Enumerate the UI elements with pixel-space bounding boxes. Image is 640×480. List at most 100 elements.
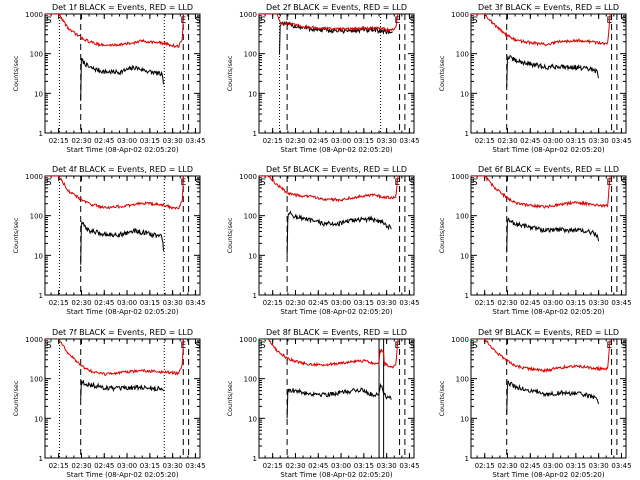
- x-tick-label: 03:45: [185, 137, 205, 145]
- plot-frame: [470, 338, 627, 459]
- panel-title: Det 9f BLACK = Events, RED = LLD: [478, 328, 619, 337]
- panel-det-2f: Det 2f BLACK = Events, RED = LLD 1 10 100 10…: [226, 3, 420, 154]
- y-tick-label: 100: [30, 51, 43, 59]
- marker-label-s: S: [46, 16, 52, 26]
- x-tick-label: 03:45: [399, 462, 419, 470]
- x-tick-label: 03:30: [163, 462, 183, 470]
- panel-title: Det 2f BLACK = Events, RED = LLD: [266, 3, 407, 12]
- series-events: [286, 382, 392, 419]
- y-tick-label: 1000: [239, 11, 257, 19]
- panel-det-3f: Det 3f BLACK = Events, RED = LLD 1 10 100 10…: [438, 3, 632, 154]
- panel-det-8f: Det 8f BLACK = Events, RED = LLD 1 10 100 10…: [226, 328, 420, 479]
- y-tick-label: 10: [460, 90, 469, 98]
- marker-label-s: S: [409, 341, 415, 351]
- series-events: [506, 55, 600, 88]
- panel-title: Det 6f BLACK = Events, RED = LLD: [478, 165, 619, 174]
- y-tick-label: 1000: [25, 336, 43, 344]
- y-tick-label: 1000: [451, 173, 469, 181]
- series-events: [80, 220, 164, 265]
- panel-title: Det 1f BLACK = Events, RED = LLD: [52, 3, 193, 12]
- x-tick-label: 03:00: [117, 137, 137, 145]
- y-tick-label: 100: [456, 51, 469, 59]
- panel-title: Det 3f BLACK = Events, RED = LLD: [478, 3, 619, 12]
- y-tick-label: 1: [465, 455, 469, 463]
- marker-label-s: S: [46, 178, 52, 188]
- marker-label-s: S: [260, 16, 266, 26]
- y-axis-label: Counts/sec: [12, 55, 20, 91]
- x-tick-label: 03:15: [140, 137, 160, 145]
- series-events: [506, 217, 600, 253]
- x-tick-label: 03:30: [377, 462, 397, 470]
- marker-label-s: S: [409, 178, 415, 188]
- plot-frame: [258, 338, 415, 459]
- x-tick-label: 02:45: [308, 462, 328, 470]
- x-axis-label: Start Time (08-Apr-02 02:05:20): [492, 471, 604, 479]
- x-tick-label: 02:45: [94, 462, 114, 470]
- x-axis-label: Start Time (08-Apr-02 02:05:20): [280, 308, 392, 316]
- y-axis-label: Counts/sec: [438, 217, 446, 253]
- x-axis-label: Start Time (08-Apr-02 02:05:20): [66, 146, 178, 154]
- y-tick-label: 1000: [239, 173, 257, 181]
- marker-label-e: E: [394, 16, 400, 26]
- x-tick-label: 03:00: [117, 462, 137, 470]
- x-tick-label: 02:45: [94, 137, 114, 145]
- series-lld: [471, 14, 612, 47]
- series-lld: [45, 176, 185, 210]
- x-axis-label: Start Time (08-Apr-02 02:05:20): [492, 308, 604, 316]
- x-tick-label: 03:15: [354, 462, 374, 470]
- y-tick-label: 10: [248, 90, 257, 98]
- y-axis-label: Counts/sec: [12, 380, 20, 416]
- y-tick-label: 1000: [25, 173, 43, 181]
- x-tick-label: 02:15: [49, 299, 69, 307]
- y-tick-label: 1: [253, 455, 257, 463]
- series-lld: [45, 339, 185, 377]
- x-tick-label: 03:30: [589, 462, 609, 470]
- x-tick-label: 02:30: [71, 137, 91, 145]
- marker-label-s: S: [46, 341, 52, 351]
- series-lld: [45, 14, 185, 48]
- plot-frame: [44, 13, 201, 134]
- y-axis-label: Counts/sec: [438, 380, 446, 416]
- x-tick-label: 03:45: [185, 462, 205, 470]
- x-tick-label: 03:00: [331, 137, 351, 145]
- marker-label-s: S: [409, 16, 415, 26]
- y-tick-label: 10: [34, 252, 43, 260]
- plot-frame: [258, 13, 415, 134]
- x-tick-label: 03:15: [566, 137, 586, 145]
- x-tick-label: 03:15: [354, 299, 374, 307]
- y-tick-label: 10: [34, 415, 43, 423]
- y-tick-label: 10: [248, 252, 257, 260]
- x-tick-label: 02:15: [263, 299, 283, 307]
- series-events: [80, 57, 164, 101]
- x-tick-label: 02:30: [497, 137, 517, 145]
- x-tick-label: 02:45: [308, 299, 328, 307]
- marker-label-s: S: [621, 341, 627, 351]
- x-tick-label: 03:45: [611, 462, 631, 470]
- panel-title: Det 7f BLACK = Events, RED = LLD: [52, 328, 193, 337]
- panel-title: Det 4f BLACK = Events, RED = LLD: [52, 165, 193, 174]
- y-tick-label: 10: [460, 415, 469, 423]
- x-tick-label: 02:30: [285, 299, 305, 307]
- y-axis-label: Counts/sec: [226, 55, 234, 91]
- x-tick-label: 02:45: [520, 137, 540, 145]
- y-tick-label: 1: [39, 292, 43, 300]
- marker-label-s: S: [621, 178, 627, 188]
- x-tick-label: 02:30: [71, 462, 91, 470]
- x-tick-label: 02:15: [49, 462, 69, 470]
- x-tick-label: 02:15: [475, 299, 495, 307]
- y-tick-label: 10: [248, 415, 257, 423]
- y-tick-label: 1: [465, 130, 469, 138]
- y-tick-label: 100: [30, 376, 43, 384]
- x-tick-label: 03:15: [566, 299, 586, 307]
- marker-label-s: S: [195, 341, 201, 351]
- series-events: [286, 210, 392, 256]
- x-tick-label: 02:15: [49, 137, 69, 145]
- y-tick-label: 100: [244, 376, 257, 384]
- y-tick-label: 100: [244, 51, 257, 59]
- y-tick-label: 10: [34, 90, 43, 98]
- x-tick-label: 02:30: [71, 299, 91, 307]
- y-axis-label: Counts/sec: [438, 55, 446, 91]
- y-tick-label: 1: [39, 130, 43, 138]
- x-tick-label: 03:00: [117, 299, 137, 307]
